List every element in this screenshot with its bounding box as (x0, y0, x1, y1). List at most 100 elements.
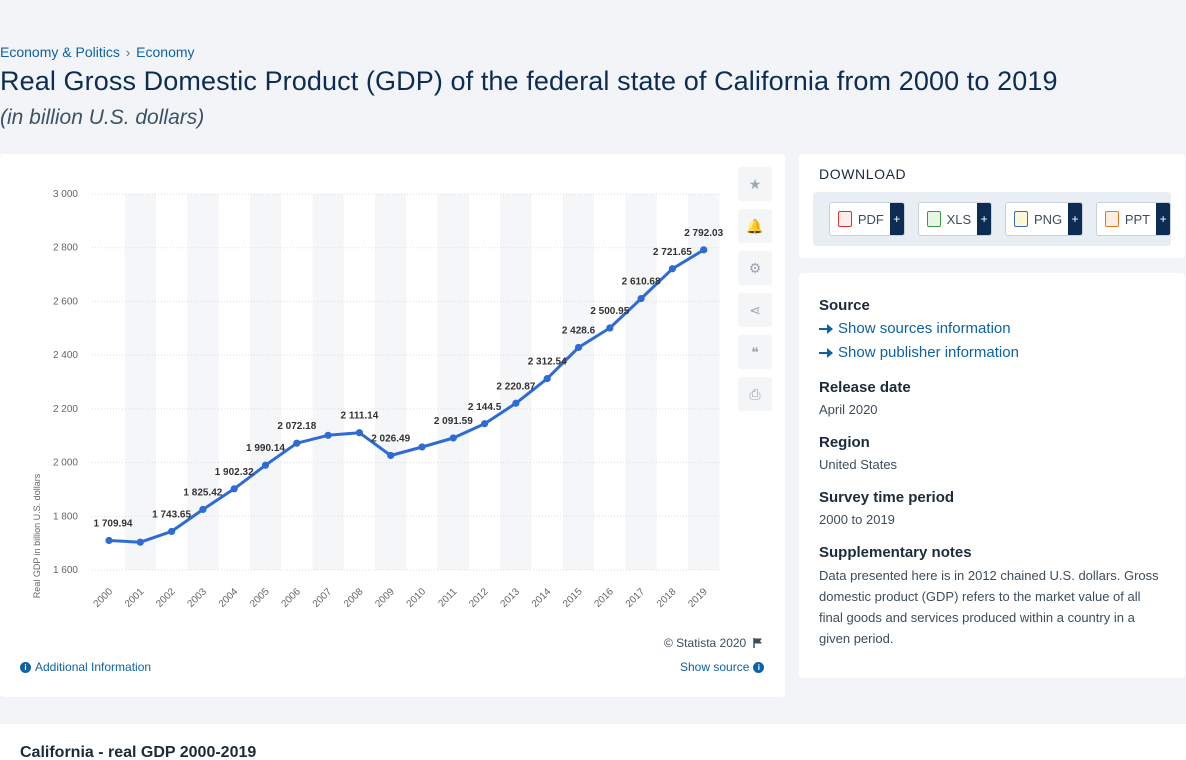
additional-info-link[interactable]: i Additional Information (20, 660, 151, 674)
plus-icon: + (1068, 203, 1082, 235)
flag-icon[interactable] (752, 637, 764, 649)
download-card: DOWNLOAD PDF + XLS + PNG + PPT + (799, 154, 1185, 258)
data-point (105, 536, 113, 545)
download-buttons: PDF + XLS + PNG + PPT + (813, 192, 1171, 246)
column-band (562, 194, 595, 570)
region-value: United States (819, 457, 898, 472)
related-title: California - real GDP 2000-2019 (20, 744, 257, 760)
release-date-value: April 2020 (819, 402, 878, 417)
data-point (481, 420, 489, 428)
data-label: 1 709.94 (94, 518, 133, 529)
data-point (230, 485, 238, 493)
x-tick-label: 2009 (373, 586, 397, 610)
show-publisher-label: Show publisher information (838, 344, 1019, 361)
column-bands (124, 194, 720, 570)
x-tick-label: 2014 (530, 586, 554, 610)
arrow-right-icon (819, 323, 833, 334)
gear-icon: ⚙ (748, 259, 762, 276)
data-label: 2 721.65 (653, 247, 692, 258)
breadcrumb-economy[interactable]: Economy (136, 44, 195, 60)
download-png-button[interactable]: PNG + (1005, 202, 1083, 236)
top-band (0, 0, 1186, 40)
data-point (668, 265, 677, 273)
data-label: 1 743.65 (152, 509, 191, 520)
notification-button[interactable]: 🔔 (738, 209, 772, 243)
data-labels: 1 709.94 1 743.65 1 825.42 1 902.32 1 990.14… (94, 228, 724, 530)
show-sources-label: Show sources information (838, 320, 1011, 337)
statista-credit: © Statista 2020 (664, 636, 764, 650)
y-tick-label: 2 600 (53, 296, 78, 307)
show-source-label: Show source (680, 660, 750, 674)
data-point (512, 399, 520, 407)
xls-file-icon (926, 211, 941, 227)
survey-period-value: 2000 to 2019 (819, 512, 895, 527)
x-tick-label: 2004 (217, 586, 241, 610)
x-tick-label: 2012 (467, 586, 491, 610)
column-band (437, 194, 469, 570)
download-ppt-button[interactable]: PPT + (1095, 202, 1171, 236)
data-point (355, 429, 363, 437)
data-label: 2 792.03 (684, 228, 723, 239)
data-point (387, 451, 395, 460)
column-band (312, 194, 344, 570)
y-axis-label: Real GDP in billion U.S. dollars (32, 473, 42, 598)
data-label: 2 500.95 (590, 306, 629, 317)
x-tick-label: 2013 (499, 586, 523, 610)
data-label: 2 428.6 (562, 325, 596, 336)
data-point (449, 434, 457, 442)
plus-icon: + (889, 203, 904, 235)
png-file-icon (1014, 211, 1028, 227)
page-subtitle: (in billion U.S. dollars) (0, 106, 205, 129)
breadcrumb-economy-politics[interactable]: Economy & Politics (0, 44, 120, 60)
download-pdf-button[interactable]: PDF + (829, 202, 905, 236)
data-point (168, 527, 176, 536)
column-band (124, 194, 156, 570)
show-source-link[interactable]: Show source i (680, 660, 765, 674)
x-tick-label: 2018 (655, 586, 679, 610)
info-card: Source Show sources information Show pub… (799, 273, 1185, 678)
star-icon: ★ (748, 175, 762, 192)
favorite-button[interactable]: ★ (738, 167, 772, 201)
x-tick-label: 2011 (436, 586, 459, 609)
column-band (187, 194, 219, 570)
credit-text: © Statista 2020 (664, 636, 747, 650)
data-point (700, 246, 708, 254)
x-tick-label: 2002 (154, 586, 178, 610)
x-tick-labels: 2000 2001 2002 2003 2004 2005 2006 2007 2008 2009… (92, 586, 711, 610)
download-xls-button[interactable]: XLS + (917, 202, 993, 236)
settings-button[interactable]: ⚙ (738, 251, 772, 285)
print-button[interactable]: ⎙ (738, 377, 772, 411)
x-tick-label: 2008 (342, 586, 366, 610)
plus-icon: + (977, 203, 992, 235)
data-point (324, 431, 332, 439)
data-label: 1 990.14 (246, 443, 285, 454)
data-label: 2 091.59 (434, 416, 473, 427)
cite-button[interactable]: ❝ (738, 335, 772, 369)
pdf-file-icon (838, 211, 852, 227)
download-pdf-label: PDF (857, 211, 884, 227)
data-point (136, 538, 144, 546)
y-tick-label: 2 000 (53, 458, 78, 469)
x-tick-label: 2003 (186, 586, 210, 610)
share-button[interactable]: ⋖ (738, 293, 772, 327)
x-tick-label: 2010 (405, 586, 429, 610)
data-label: 2 610.68 (622, 277, 661, 288)
chart-tools: ★ 🔔 ⚙ ⋖ ❝ ⎙ (738, 167, 772, 419)
show-sources-link[interactable]: Show sources information (819, 320, 1011, 337)
arrow-right-icon (819, 347, 833, 358)
data-label: 2 220.87 (496, 381, 535, 392)
column-band (249, 194, 282, 570)
data-label: 1 825.42 (183, 487, 222, 498)
release-date-label: Release date (819, 379, 911, 396)
y-tick-label: 2 800 (53, 243, 78, 254)
x-tick-label: 2019 (686, 586, 710, 610)
data-label: 2 026.49 (371, 433, 410, 444)
y-tick-label: 1 800 (53, 511, 78, 522)
info-icon: i (20, 661, 31, 673)
download-ppt-label: PPT (1124, 211, 1151, 227)
info-icon: i (753, 661, 765, 673)
y-tick-label: 3 000 (53, 189, 78, 200)
show-publisher-link[interactable]: Show publisher information (819, 344, 1019, 361)
y-tick-labels: 1 600 1 800 2 000 2 200 2 400 2 600 2 800 3 000 (53, 189, 78, 576)
supplementary-notes-label: Supplementary notes (819, 544, 972, 561)
